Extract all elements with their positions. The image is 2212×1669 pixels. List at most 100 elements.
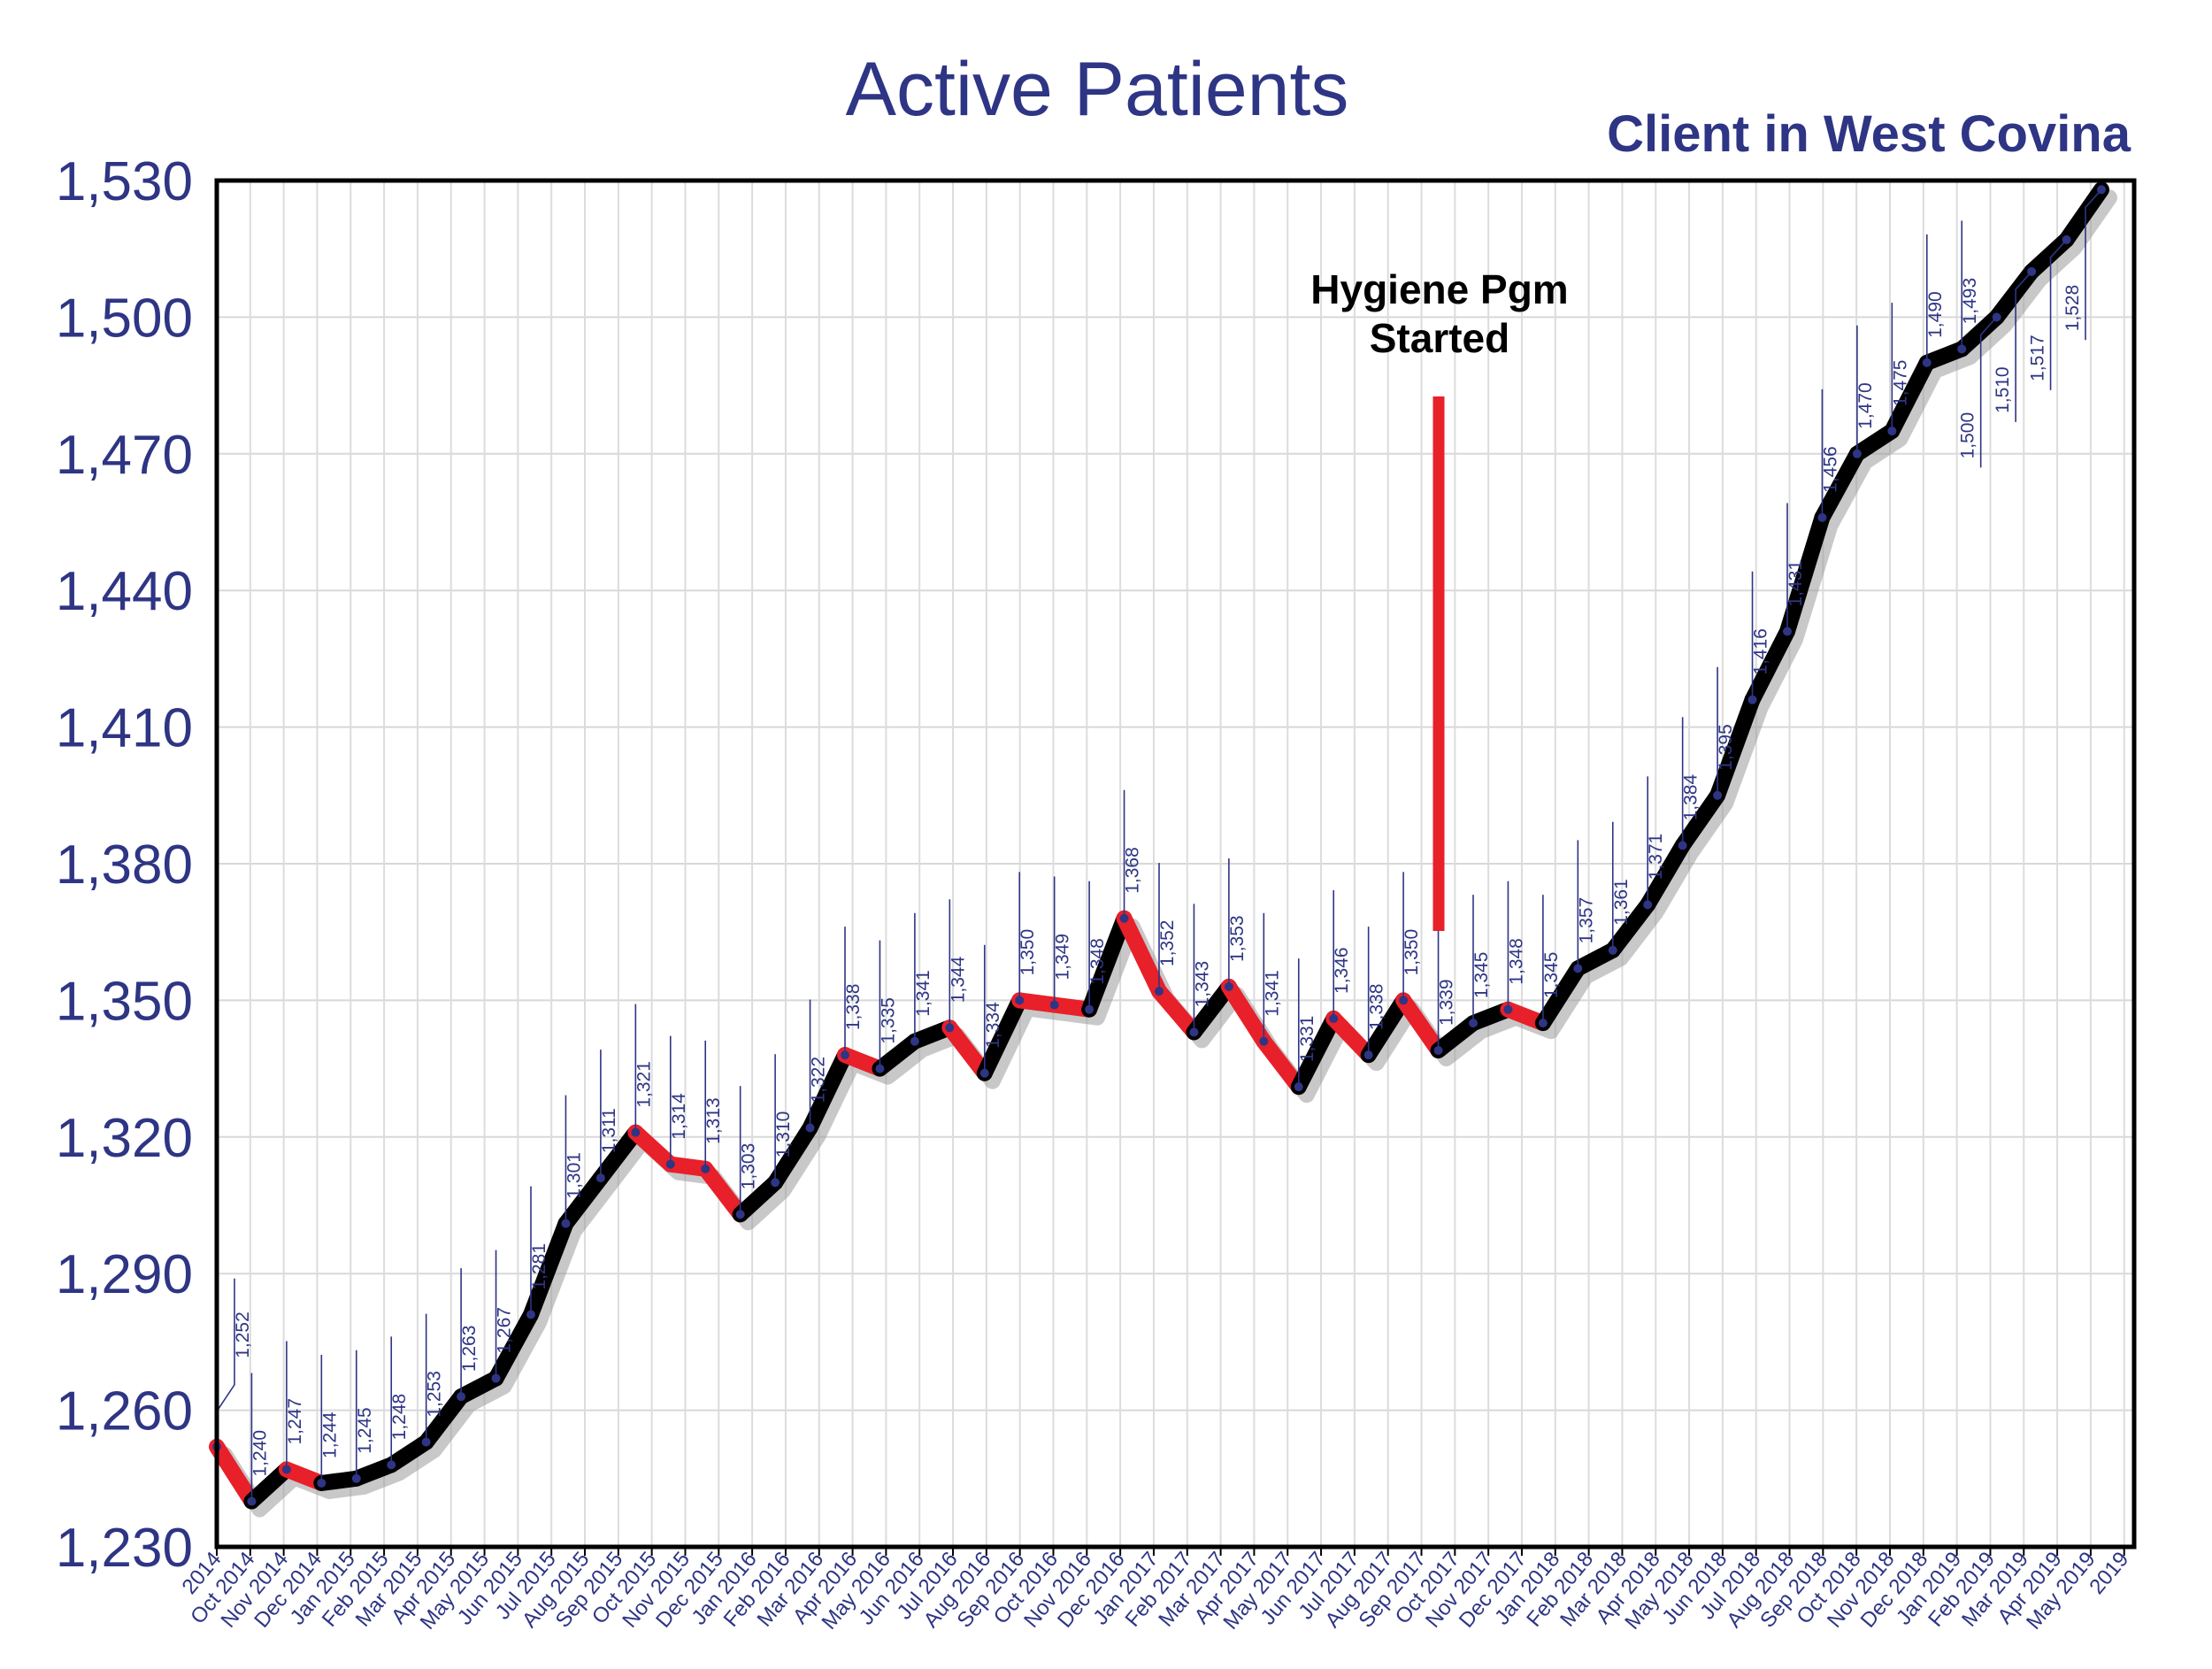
data-point xyxy=(457,1392,466,1402)
data-markers xyxy=(212,185,2106,1506)
data-label: 1,339 xyxy=(1437,979,1457,1026)
y-tick-label: 1,440 xyxy=(56,561,193,622)
y-axis-ticks: 1,230 1,260 1,290 1,320 1,350 1,380 1,410 1,440… xyxy=(56,151,193,1579)
data-point xyxy=(945,1023,955,1033)
data-point xyxy=(1538,1019,1548,1028)
data-label: 1,348 xyxy=(1087,938,1108,985)
data-point xyxy=(1817,512,1827,522)
data-label: 1,301 xyxy=(564,1152,584,1199)
data-label: 1,384 xyxy=(1681,774,1701,821)
line-segment-up xyxy=(2058,181,2109,248)
line-segment-up xyxy=(1640,837,1691,913)
data-point xyxy=(910,1036,919,1046)
line-segment-up xyxy=(976,992,1028,1081)
data-point xyxy=(1294,1082,1303,1092)
data-labels: 1,252 1,240 1,247 1,244 1,245 1,248 1,253 1,263… xyxy=(233,278,2083,1477)
data-label: 1,510 xyxy=(1993,366,2013,413)
line-segment-up xyxy=(418,1388,470,1450)
y-tick-label: 1,320 xyxy=(56,1108,193,1169)
data-label: 1,470 xyxy=(1855,382,1876,429)
chart-subtitle: Client in West Covina xyxy=(1607,105,2131,163)
data-label: 1,252 xyxy=(233,1311,253,1358)
data-point xyxy=(1783,627,1792,636)
data-label: 1,248 xyxy=(389,1394,410,1441)
data-point xyxy=(1469,1019,1478,1028)
data-label: 1,528 xyxy=(2062,285,2083,332)
data-label: 1,361 xyxy=(1611,879,1632,926)
line-segment-down xyxy=(1256,1033,1307,1096)
line-segment-up xyxy=(1988,263,2040,326)
data-label: 1,343 xyxy=(1192,961,1212,1008)
annotation: Hygiene Pgm Started xyxy=(1310,266,1569,931)
data-point xyxy=(875,1064,885,1073)
data-label: 1,348 xyxy=(1506,938,1526,985)
data-label: 1,341 xyxy=(1262,970,1282,1017)
y-tick-label: 1,290 xyxy=(56,1244,193,1305)
data-label: 1,313 xyxy=(703,1097,724,1144)
data-label: 1,345 xyxy=(1471,952,1492,999)
y-tick-label: 1,470 xyxy=(56,425,193,486)
line-segment-down xyxy=(1220,978,1272,1050)
line-segment-down xyxy=(941,1019,993,1081)
data-point xyxy=(526,1310,535,1319)
data-point xyxy=(281,1465,291,1474)
data-point xyxy=(1573,964,1583,973)
plot-frame xyxy=(214,178,2137,1550)
chart-title: Active Patients xyxy=(845,47,1349,132)
line-segment-up xyxy=(1744,623,1795,708)
line-segment-up xyxy=(1534,960,1586,1032)
data-label: 1,416 xyxy=(1751,628,1771,675)
data-point xyxy=(247,1496,257,1506)
data-label: 1,475 xyxy=(1890,360,1910,407)
line-segment-down xyxy=(697,1160,749,1223)
line-segment-up xyxy=(1604,896,1656,958)
data-point xyxy=(317,1478,326,1488)
data-label: 1,263 xyxy=(459,1326,480,1373)
line-segment-down xyxy=(209,1438,260,1510)
data-label: 1,245 xyxy=(355,1407,375,1454)
data-point xyxy=(805,1123,815,1133)
data-label: 1,490 xyxy=(1925,291,1946,338)
data-label: 1,321 xyxy=(634,1061,654,1108)
data-label: 1,240 xyxy=(250,1430,270,1477)
data-label: 1,335 xyxy=(878,997,898,1044)
data-point xyxy=(1085,1004,1094,1014)
data-label: 1,334 xyxy=(983,1002,1003,1049)
data-label: 1,338 xyxy=(843,984,864,1031)
line-segment-down xyxy=(1116,910,1167,1000)
data-label: 1,431 xyxy=(1786,560,1806,607)
line-segment-up xyxy=(1814,445,1865,526)
data-label: 1,281 xyxy=(529,1243,549,1290)
line-segment-up xyxy=(1290,1010,1342,1096)
data-point xyxy=(1329,1013,1339,1023)
label-leader xyxy=(2085,188,2102,341)
data-point xyxy=(1957,344,1967,354)
data-point xyxy=(351,1473,361,1483)
data-label: 1,353 xyxy=(1227,915,1248,962)
data-label: 1,303 xyxy=(739,1143,759,1190)
y-tick-label: 1,410 xyxy=(56,698,193,759)
line-segment-up xyxy=(1709,691,1761,804)
line-segment-down xyxy=(1395,992,1447,1059)
data-point xyxy=(841,1050,849,1060)
data-label: 1,311 xyxy=(599,1108,619,1153)
line-segment-up xyxy=(767,1119,818,1191)
data-label: 1,253 xyxy=(425,1371,445,1418)
data-point xyxy=(1643,900,1653,910)
data-point xyxy=(1015,996,1025,1005)
data-point xyxy=(1503,1004,1513,1014)
data-point xyxy=(1887,427,1897,436)
data-label: 1,350 xyxy=(1402,929,1422,976)
data-label: 1,244 xyxy=(319,1411,340,1458)
y-tick-label: 1,380 xyxy=(56,834,193,896)
data-point xyxy=(595,1173,605,1183)
data-point xyxy=(631,1127,641,1137)
data-point xyxy=(1433,1046,1443,1056)
data-point xyxy=(1747,695,1757,704)
data-label: 1,357 xyxy=(1576,897,1596,944)
data-point xyxy=(1399,996,1409,1005)
data-point xyxy=(1155,987,1164,996)
line-segment-down xyxy=(1325,1010,1377,1064)
line-segment-up xyxy=(1186,978,1237,1041)
